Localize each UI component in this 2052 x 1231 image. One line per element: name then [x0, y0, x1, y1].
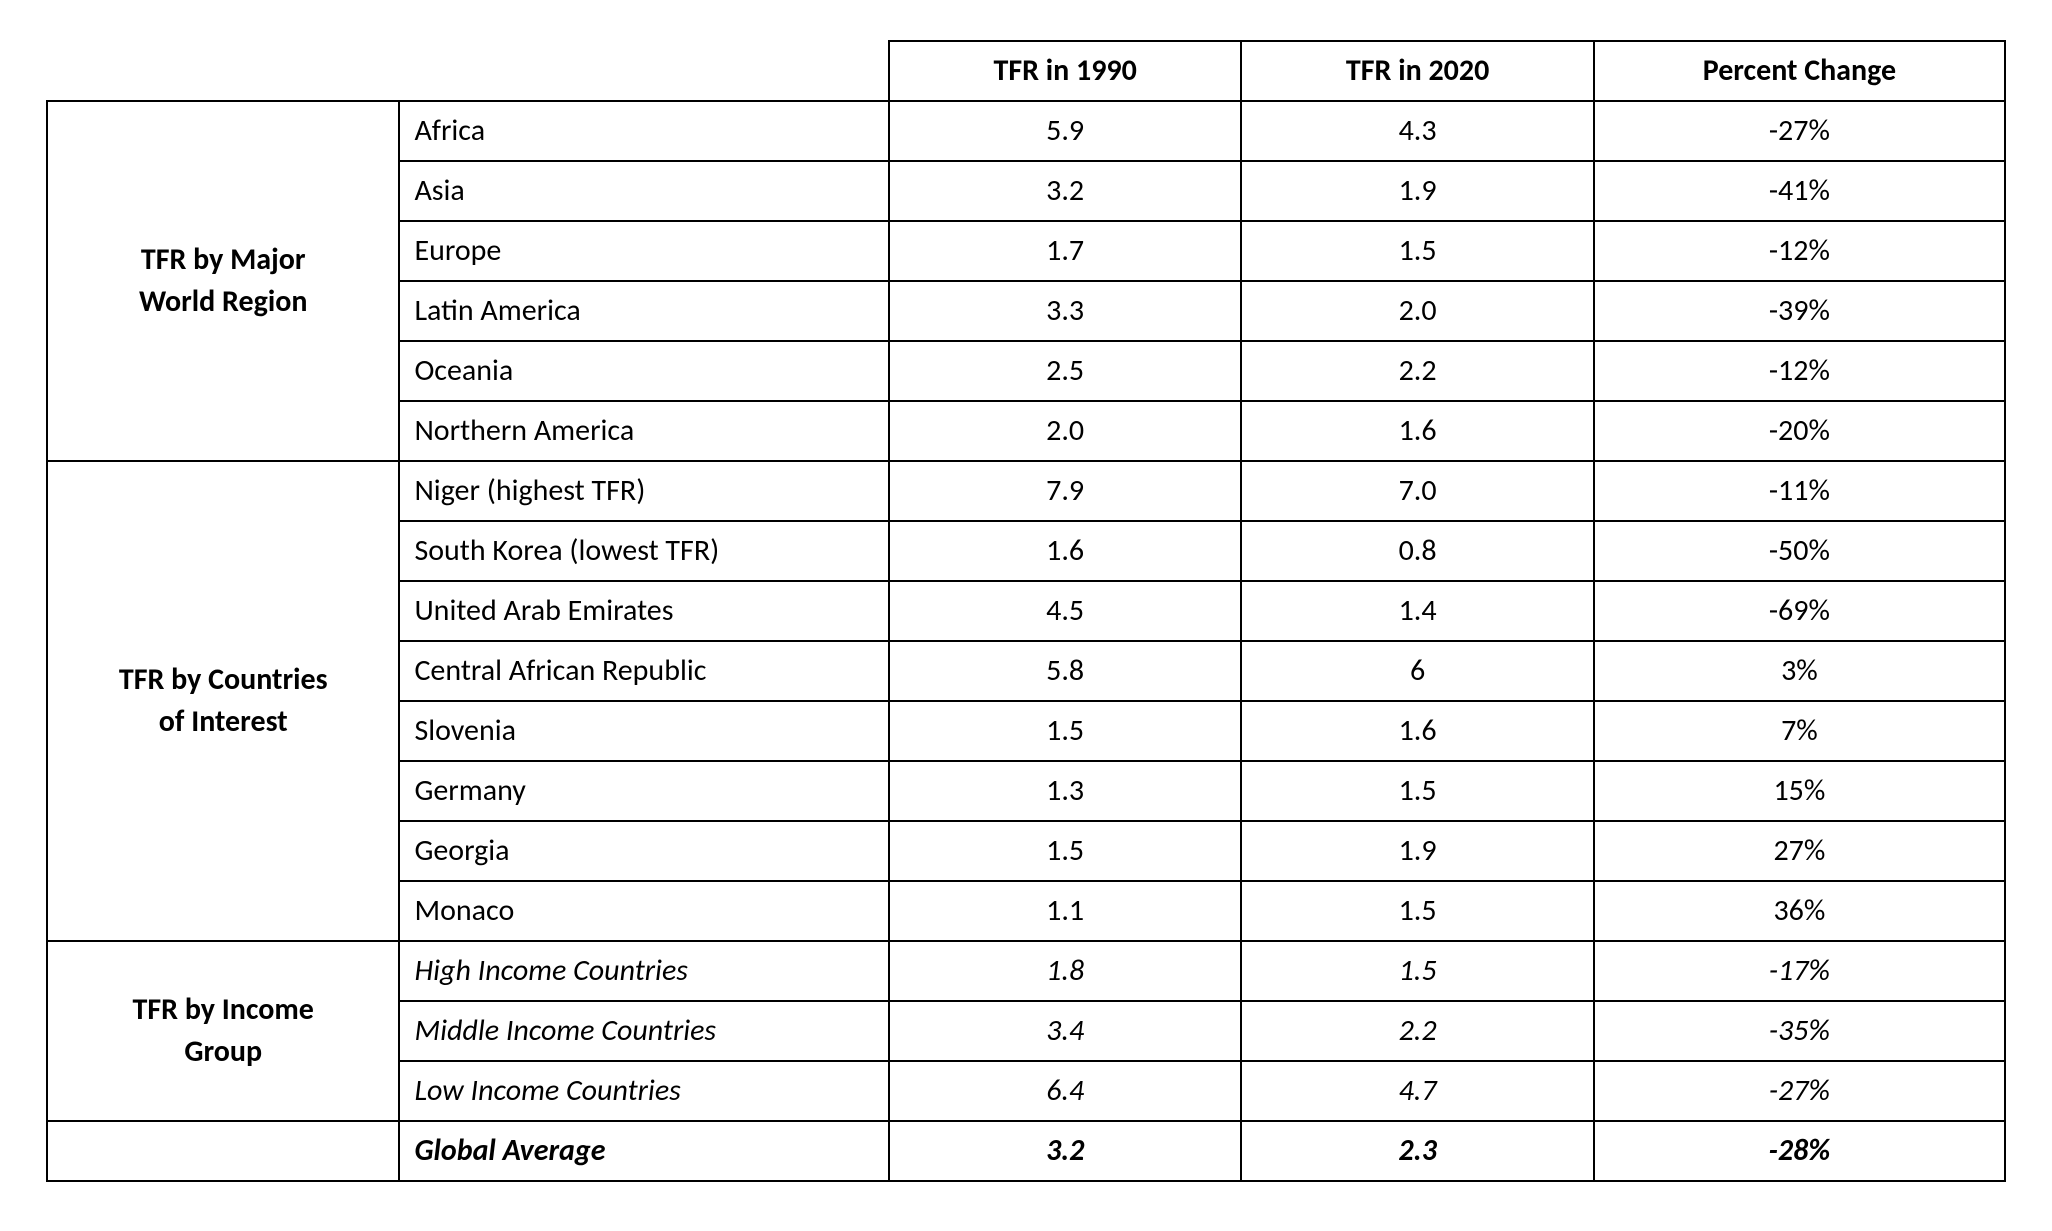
row-tfr-1990: 3.3	[889, 281, 1241, 341]
row-tfr-2020: 1.6	[1241, 401, 1593, 461]
group-label-line2: Group	[62, 1031, 384, 1073]
row-name: Latin America	[399, 281, 889, 341]
row-tfr-1990: 3.2	[889, 161, 1241, 221]
row-name: Africa	[399, 101, 889, 161]
group-label: TFR by IncomeGroup	[47, 941, 399, 1121]
group-label: TFR by Countriesof Interest	[47, 461, 399, 941]
row-name: Asia	[399, 161, 889, 221]
row-tfr-2020: 0.8	[1241, 521, 1593, 581]
row-tfr-1990: 1.6	[889, 521, 1241, 581]
row-name: Slovenia	[399, 701, 889, 761]
group-label-line2: World Region	[62, 281, 384, 323]
row-tfr-1990: 7.9	[889, 461, 1241, 521]
row-tfr-2020: 1.5	[1241, 221, 1593, 281]
row-name: Central African Republic	[399, 641, 889, 701]
row-tfr-1990: 6.4	[889, 1061, 1241, 1121]
row-percent-change: 15%	[1594, 761, 2005, 821]
row-percent-change: -50%	[1594, 521, 2005, 581]
group-label-line2: of Interest	[62, 701, 384, 743]
row-tfr-2020: 2.2	[1241, 341, 1593, 401]
row-name: Middle Income Countries	[399, 1001, 889, 1061]
row-name: High Income Countries	[399, 941, 889, 1001]
row-tfr-1990: 2.5	[889, 341, 1241, 401]
footer-percent-change: -28%	[1594, 1121, 2005, 1181]
row-name: Europe	[399, 221, 889, 281]
header-tfr-1990: TFR in 1990	[889, 41, 1241, 101]
row-tfr-2020: 2.0	[1241, 281, 1593, 341]
header-empty-corner	[47, 41, 889, 101]
group-label: TFR by MajorWorld Region	[47, 101, 399, 461]
row-tfr-1990: 2.0	[889, 401, 1241, 461]
row-tfr-2020: 2.2	[1241, 1001, 1593, 1061]
row-name: Monaco	[399, 881, 889, 941]
row-percent-change: -17%	[1594, 941, 2005, 1001]
row-percent-change: -12%	[1594, 221, 2005, 281]
row-name: United Arab Emirates	[399, 581, 889, 641]
row-name: Germany	[399, 761, 889, 821]
row-tfr-1990: 4.5	[889, 581, 1241, 641]
row-name: Niger (highest TFR)	[399, 461, 889, 521]
row-name: South Korea (lowest TFR)	[399, 521, 889, 581]
row-tfr-1990: 1.7	[889, 221, 1241, 281]
row-tfr-2020: 1.5	[1241, 761, 1593, 821]
footer-empty	[47, 1121, 399, 1181]
row-name: Northern America	[399, 401, 889, 461]
row-tfr-2020: 7.0	[1241, 461, 1593, 521]
table-row: TFR by IncomeGroupHigh Income Countries1…	[47, 941, 2005, 1001]
header-percent-change: Percent Change	[1594, 41, 2005, 101]
row-tfr-2020: 4.3	[1241, 101, 1593, 161]
row-tfr-1990: 1.3	[889, 761, 1241, 821]
row-percent-change: -41%	[1594, 161, 2005, 221]
row-tfr-1990: 3.4	[889, 1001, 1241, 1061]
row-tfr-1990: 1.5	[889, 821, 1241, 881]
row-percent-change: 7%	[1594, 701, 2005, 761]
row-percent-change: -20%	[1594, 401, 2005, 461]
row-percent-change: -35%	[1594, 1001, 2005, 1061]
row-tfr-2020: 1.9	[1241, 161, 1593, 221]
header-row: TFR in 1990TFR in 2020Percent Change	[47, 41, 2005, 101]
row-percent-change: 27%	[1594, 821, 2005, 881]
row-tfr-2020: 1.5	[1241, 941, 1593, 1001]
tfr-table: TFR in 1990TFR in 2020Percent ChangeTFR …	[46, 40, 2006, 1182]
footer-label: Global Average	[399, 1121, 889, 1181]
row-tfr-1990: 1.5	[889, 701, 1241, 761]
row-tfr-2020: 1.5	[1241, 881, 1593, 941]
row-tfr-1990: 5.8	[889, 641, 1241, 701]
row-percent-change: 36%	[1594, 881, 2005, 941]
row-tfr-2020: 1.6	[1241, 701, 1593, 761]
row-tfr-2020: 1.9	[1241, 821, 1593, 881]
group-label-line1: TFR by Major	[62, 239, 384, 281]
row-tfr-1990: 5.9	[889, 101, 1241, 161]
row-name: Low Income Countries	[399, 1061, 889, 1121]
row-tfr-2020: 1.4	[1241, 581, 1593, 641]
footer-tfr-1990: 3.2	[889, 1121, 1241, 1181]
row-tfr-1990: 1.8	[889, 941, 1241, 1001]
group-label-line1: TFR by Countries	[62, 659, 384, 701]
row-tfr-2020: 6	[1241, 641, 1593, 701]
row-percent-change: -11%	[1594, 461, 2005, 521]
header-tfr-2020: TFR in 2020	[1241, 41, 1593, 101]
row-percent-change: -27%	[1594, 1061, 2005, 1121]
row-tfr-1990: 1.1	[889, 881, 1241, 941]
row-percent-change: -12%	[1594, 341, 2005, 401]
row-name: Oceania	[399, 341, 889, 401]
table-row: TFR by Countriesof InterestNiger (highes…	[47, 461, 2005, 521]
footer-tfr-2020: 2.3	[1241, 1121, 1593, 1181]
table-row: TFR by MajorWorld RegionAfrica5.94.3-27%	[47, 101, 2005, 161]
row-tfr-2020: 4.7	[1241, 1061, 1593, 1121]
footer-row: Global Average3.22.3-28%	[47, 1121, 2005, 1181]
row-name: Georgia	[399, 821, 889, 881]
row-percent-change: 3%	[1594, 641, 2005, 701]
row-percent-change: -39%	[1594, 281, 2005, 341]
row-percent-change: -69%	[1594, 581, 2005, 641]
group-label-line1: TFR by Income	[62, 989, 384, 1031]
row-percent-change: -27%	[1594, 101, 2005, 161]
